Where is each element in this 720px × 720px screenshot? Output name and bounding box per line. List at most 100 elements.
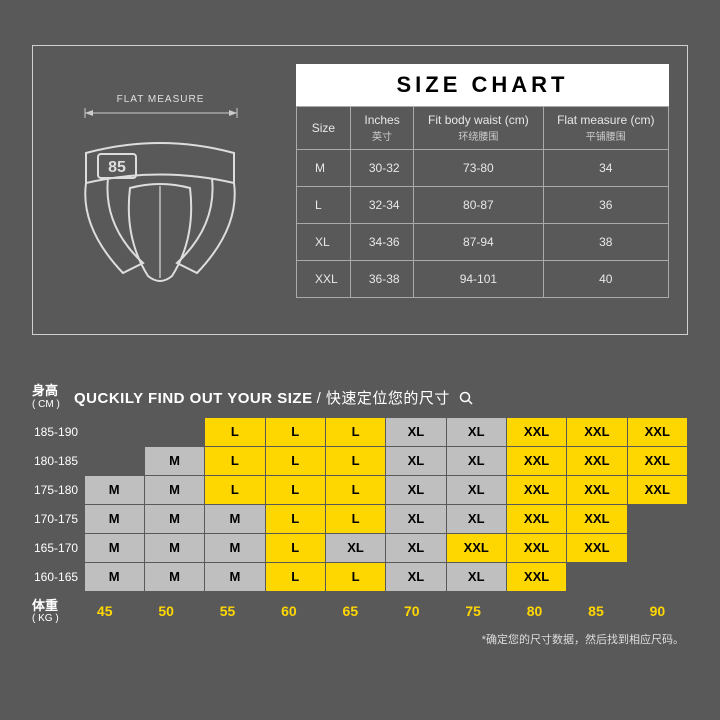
finder-cell: XL [386, 475, 446, 504]
weight-value: 85 [565, 603, 626, 619]
finder-cell: M [84, 562, 144, 591]
height-row-label: 185-190 [32, 417, 84, 446]
size-chart-row: XXL36-3894-10140 [297, 261, 669, 298]
finder-cell: L [265, 562, 325, 591]
size-chart-col: Flat measure (cm)平铺腰围 [543, 107, 668, 150]
size-chart-panel: FLAT MEASURE 85 SIZE CHART SizeInches英寸 [32, 45, 688, 335]
size-chart-cell: XXL [297, 261, 351, 298]
height-axis-label: 身高 ( CM ) [32, 383, 74, 411]
finder-cell: M [144, 504, 204, 533]
measure-arrow-icon [81, 108, 241, 118]
finder-cell: L [325, 475, 385, 504]
finder-cell: XXL [506, 533, 566, 562]
finder-cell: XXL [567, 475, 627, 504]
finder-cell: L [205, 475, 265, 504]
size-chart-cell: 36 [543, 187, 668, 224]
weight-value: 60 [258, 603, 319, 619]
weight-value: 80 [504, 603, 565, 619]
finder-cell: XL [446, 475, 506, 504]
size-finder-panel: 身高 ( CM ) QUCKILY FIND OUT YOUR SIZE/ 快速… [32, 383, 688, 647]
size-chart-cell: 40 [543, 261, 668, 298]
finder-cell [84, 446, 144, 475]
size-chart-row: M30-3273-8034 [297, 150, 669, 187]
finder-cell [627, 533, 687, 562]
finder-cell: XXL [446, 533, 506, 562]
finder-cell: M [84, 533, 144, 562]
size-chart-cell: 73-80 [414, 150, 543, 187]
size-chart-table: SizeInches英寸Fit body waist (cm)环绕腰围Flat … [296, 106, 669, 298]
finder-cell: M [144, 475, 204, 504]
finder-cell: XL [386, 533, 446, 562]
size-chart-cell: L [297, 187, 351, 224]
finder-cell: XXL [506, 475, 566, 504]
finder-cell: XL [325, 533, 385, 562]
finder-cell: XL [446, 562, 506, 591]
finder-cell: L [265, 417, 325, 446]
finder-cell: XL [386, 417, 446, 446]
finder-cell: L [325, 446, 385, 475]
size-chart-row: L32-3480-8736 [297, 187, 669, 224]
height-row-label: 160-165 [32, 562, 84, 591]
size-chart-col: Size [297, 107, 351, 150]
finder-cell: L [265, 446, 325, 475]
finder-cell: XXL [567, 533, 627, 562]
search-icon [459, 391, 473, 409]
finder-cell: L [265, 504, 325, 533]
height-row-label: 180-185 [32, 446, 84, 475]
weight-value: 70 [381, 603, 442, 619]
flat-measure-label: FLAT MEASURE [117, 94, 205, 105]
product-diagram: FLAT MEASURE 85 [33, 46, 288, 334]
finder-cell: XL [386, 504, 446, 533]
weight-value: 75 [442, 603, 503, 619]
finder-cell [627, 562, 687, 591]
weight-value: 45 [74, 603, 135, 619]
finder-cell: XL [446, 417, 506, 446]
size-chart-title: SIZE CHART [296, 64, 669, 106]
size-chart-cell: 80-87 [414, 187, 543, 224]
size-chart-cell: 38 [543, 224, 668, 261]
finder-cell: XL [386, 562, 446, 591]
size-chart-cell: 34 [543, 150, 668, 187]
finder-cell: M [205, 562, 265, 591]
finder-cell: M [144, 562, 204, 591]
finder-title: QUCKILY FIND OUT YOUR SIZE/ 快速定位您的尺寸 [74, 387, 473, 411]
finder-cell: M [144, 533, 204, 562]
finder-cell [627, 504, 687, 533]
finder-cell: M [84, 504, 144, 533]
weight-value: 50 [135, 603, 196, 619]
finder-cell: L [325, 504, 385, 533]
finder-cell: XXL [506, 417, 566, 446]
finder-cell: XXL [627, 417, 687, 446]
underwear-outline-icon: 85 [68, 118, 253, 293]
size-chart-cell: 30-32 [350, 150, 413, 187]
size-chart-col: Fit body waist (cm)环绕腰围 [414, 107, 543, 150]
size-chart-cell: 87-94 [414, 224, 543, 261]
weight-values: 45505560657075808590 [74, 603, 688, 619]
finder-cell: L [265, 533, 325, 562]
finder-cell: L [265, 475, 325, 504]
finder-cell: XXL [567, 417, 627, 446]
weight-value: 55 [197, 603, 258, 619]
size-chart-cell: M [297, 150, 351, 187]
finder-cell: XL [446, 446, 506, 475]
finder-cell: XXL [627, 475, 687, 504]
finder-cell: L [325, 417, 385, 446]
finder-grid: 185-190LLLXLXLXXLXXLXXL180-185MLLLXLXLXX… [32, 417, 688, 592]
finder-cell: XXL [506, 504, 566, 533]
finder-cell: L [325, 562, 385, 591]
finder-cell: L [205, 446, 265, 475]
size-chart-cell: 94-101 [414, 261, 543, 298]
product-badge-text: 85 [108, 159, 126, 176]
finder-cell: M [144, 446, 204, 475]
finder-cell: XXL [506, 562, 566, 591]
finder-cell: M [205, 504, 265, 533]
weight-axis-label: 体重 ( KG ) [32, 598, 74, 626]
size-chart-col: Inches英寸 [350, 107, 413, 150]
finder-cell: XXL [627, 446, 687, 475]
finder-cell: XL [386, 446, 446, 475]
finder-cell [84, 417, 144, 446]
finder-cell: XXL [567, 446, 627, 475]
finder-cell: XXL [567, 504, 627, 533]
finder-footnote: *确定您的尺寸数据，然后找到相应尺码。 [32, 631, 688, 647]
size-chart-row: XL34-3687-9438 [297, 224, 669, 261]
